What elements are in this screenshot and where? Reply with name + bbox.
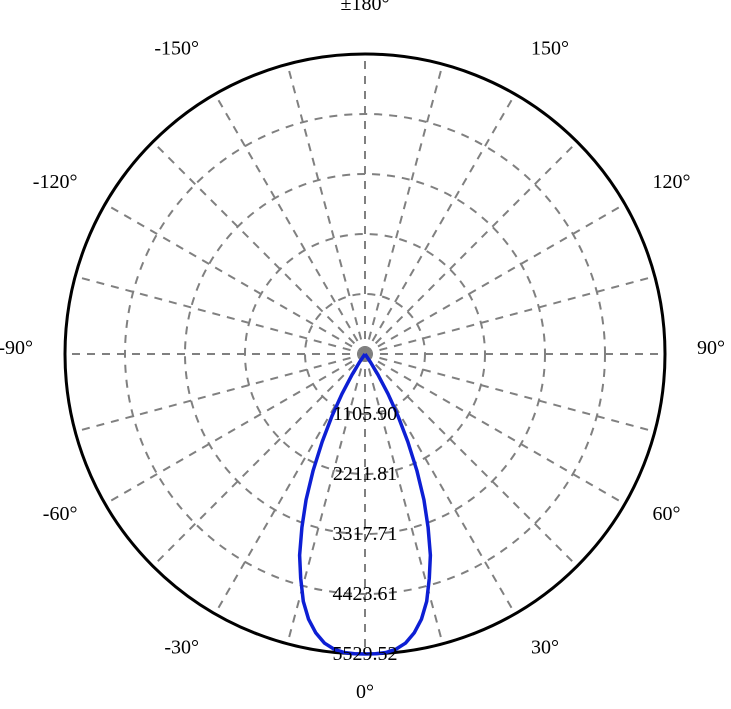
angle-label: ±180°: [341, 0, 390, 15]
angle-label: 150°: [531, 37, 569, 59]
radial-tick-label: 4423.61: [333, 583, 398, 605]
angle-label: 120°: [653, 171, 691, 193]
angle-label: 90°: [697, 337, 725, 359]
radial-tick-label: 3317.71: [333, 523, 398, 545]
radial-tick-label: 5529.52: [333, 643, 398, 665]
angle-label: -150°: [154, 37, 199, 59]
angle-label: 30°: [531, 637, 559, 659]
angle-label: -120°: [33, 171, 78, 193]
polar-chart: 1105.90 2211.81 3317.71 4423.61 5529.52 0° 30°…: [0, 0, 731, 709]
radial-tick-label: 2211.81: [333, 463, 397, 485]
angle-label: 60°: [653, 503, 681, 525]
radial-tick-label: 1105.90: [333, 403, 397, 425]
angle-label: -60°: [43, 503, 78, 525]
angle-label: -90°: [0, 337, 33, 359]
angle-label: -30°: [164, 637, 199, 659]
angle-label: 0°: [356, 681, 374, 703]
